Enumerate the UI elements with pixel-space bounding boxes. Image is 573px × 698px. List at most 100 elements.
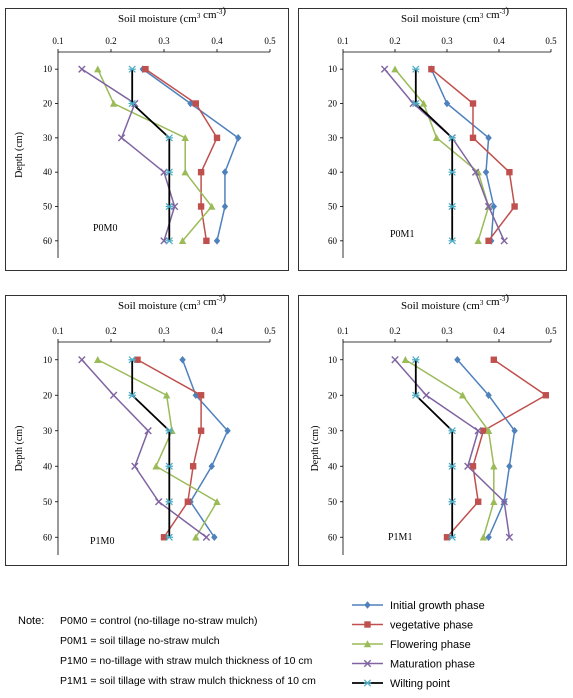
- data-point: [187, 99, 194, 108]
- data-point: [117, 134, 126, 142]
- data-point: [380, 65, 389, 73]
- x-tick-label: 0.1: [52, 36, 63, 46]
- data-point: [165, 427, 173, 435]
- series-line: [181, 359, 229, 538]
- panel-p1m0: Soil moisture (cm3 cm-3) 0.1 0.2 0.3 0.4 0.5 1…: [5, 292, 289, 566]
- x-tick-label: 0.3: [158, 326, 170, 336]
- data-point: [160, 168, 168, 176]
- data-point: [184, 498, 192, 505]
- series-flowering-phase: [94, 65, 216, 245]
- chart-frame: [298, 295, 567, 566]
- note-label: Note:: [18, 615, 44, 627]
- legend-item: Wilting point: [352, 678, 450, 690]
- note-line: P0M0 = control (no-tillage no-straw mulc…: [60, 615, 258, 627]
- data-point: [422, 391, 430, 399]
- data-point: [448, 237, 456, 245]
- chart-title: Soil moisture (cm3 cm-3): [118, 292, 226, 312]
- y-tick-label: 10: [43, 355, 53, 365]
- data-point: [471, 168, 480, 176]
- data-point: [160, 237, 168, 245]
- data-point: [480, 427, 487, 434]
- data-point: [142, 65, 149, 73]
- legend-item: Flowering phase: [352, 639, 471, 651]
- data-point: [469, 100, 477, 107]
- data-point: [542, 392, 549, 399]
- y-tick-label: 40: [328, 167, 338, 177]
- panel-label: P1M0: [90, 536, 114, 547]
- data-point: [165, 134, 173, 142]
- x-tick-label: 0.1: [337, 326, 348, 336]
- data-point: [474, 237, 482, 245]
- series-line: [131, 69, 171, 241]
- data-point: [448, 533, 456, 541]
- series-vegetative-phase: [142, 65, 221, 245]
- data-point: [412, 65, 420, 73]
- chart-title: Soil moisture (cm3 cm-3): [401, 5, 509, 25]
- series-wilting-point: [128, 356, 173, 541]
- data-point: [109, 99, 118, 107]
- data-point: [506, 462, 513, 471]
- data-point: [178, 237, 187, 245]
- data-point: [469, 134, 477, 142]
- series-line: [414, 359, 454, 538]
- y-tick-label: 40: [43, 461, 53, 471]
- legend-marker: [363, 659, 372, 668]
- legend-marker: [363, 640, 372, 648]
- data-point: [192, 100, 199, 107]
- y-tick-label: 60: [328, 532, 338, 542]
- note: Note: P0M0 = control (no-tillage no-straw…: [18, 615, 316, 687]
- data-point: [179, 355, 186, 364]
- series-line: [430, 68, 495, 241]
- chart-frame: [298, 8, 567, 271]
- data-point: [490, 356, 497, 363]
- data-point: [432, 134, 441, 142]
- data-point: [152, 462, 160, 470]
- data-point: [109, 391, 118, 399]
- data-point: [192, 533, 200, 541]
- data-point: [454, 355, 461, 364]
- x-tick-label: 0.2: [105, 326, 116, 336]
- x-tick-label: 0.3: [158, 36, 170, 46]
- y-axis-label: Depth (cm): [14, 132, 25, 178]
- data-point: [464, 462, 472, 470]
- data-point: [213, 498, 221, 505]
- y-tick-label: 20: [328, 99, 338, 109]
- data-point: [448, 202, 456, 211]
- data-point: [208, 462, 215, 471]
- series-maturation-phase: [78, 356, 211, 541]
- data-point: [131, 462, 139, 470]
- series-line: [97, 359, 219, 538]
- y-tick-label: 60: [43, 532, 53, 542]
- legend-item: vegetative phase: [352, 620, 473, 632]
- panel-p0m1: Soil moisture (cm3 cm-3) 0.1 0.2 0.3 0.4 0.5 1…: [298, 5, 567, 271]
- data-point: [162, 391, 171, 399]
- series-wilting-point: [412, 65, 456, 245]
- chart-title: Soil moisture (cm3 cm-3): [118, 5, 226, 25]
- y-axis-label: Depth (cm): [14, 426, 25, 472]
- data-point: [213, 134, 221, 142]
- data-point: [490, 462, 498, 470]
- data-point: [197, 168, 205, 176]
- x-tick-label: 0.3: [441, 36, 453, 46]
- data-point: [391, 356, 399, 364]
- series-vegetative-phase: [428, 65, 518, 245]
- y-tick-label: 20: [43, 390, 53, 400]
- panel-label: P0M0: [93, 223, 117, 234]
- y-tick-label: 20: [43, 99, 53, 109]
- series-line: [81, 68, 176, 242]
- data-point: [443, 99, 451, 108]
- data-point: [419, 99, 428, 107]
- data-point: [165, 168, 173, 176]
- y-tick-label: 50: [328, 497, 338, 507]
- series-line: [81, 359, 207, 538]
- legend-label: Wilting point: [390, 678, 450, 690]
- y-tick-label: 50: [43, 497, 53, 507]
- y-tick-label: 60: [43, 236, 53, 246]
- series-line: [446, 359, 548, 538]
- data-point: [211, 533, 218, 542]
- data-point: [401, 356, 410, 363]
- data-point: [181, 134, 189, 142]
- panel-label: P0M1: [390, 229, 414, 240]
- y-tick-label: 30: [328, 426, 338, 436]
- panel-label: P1M1: [388, 532, 412, 543]
